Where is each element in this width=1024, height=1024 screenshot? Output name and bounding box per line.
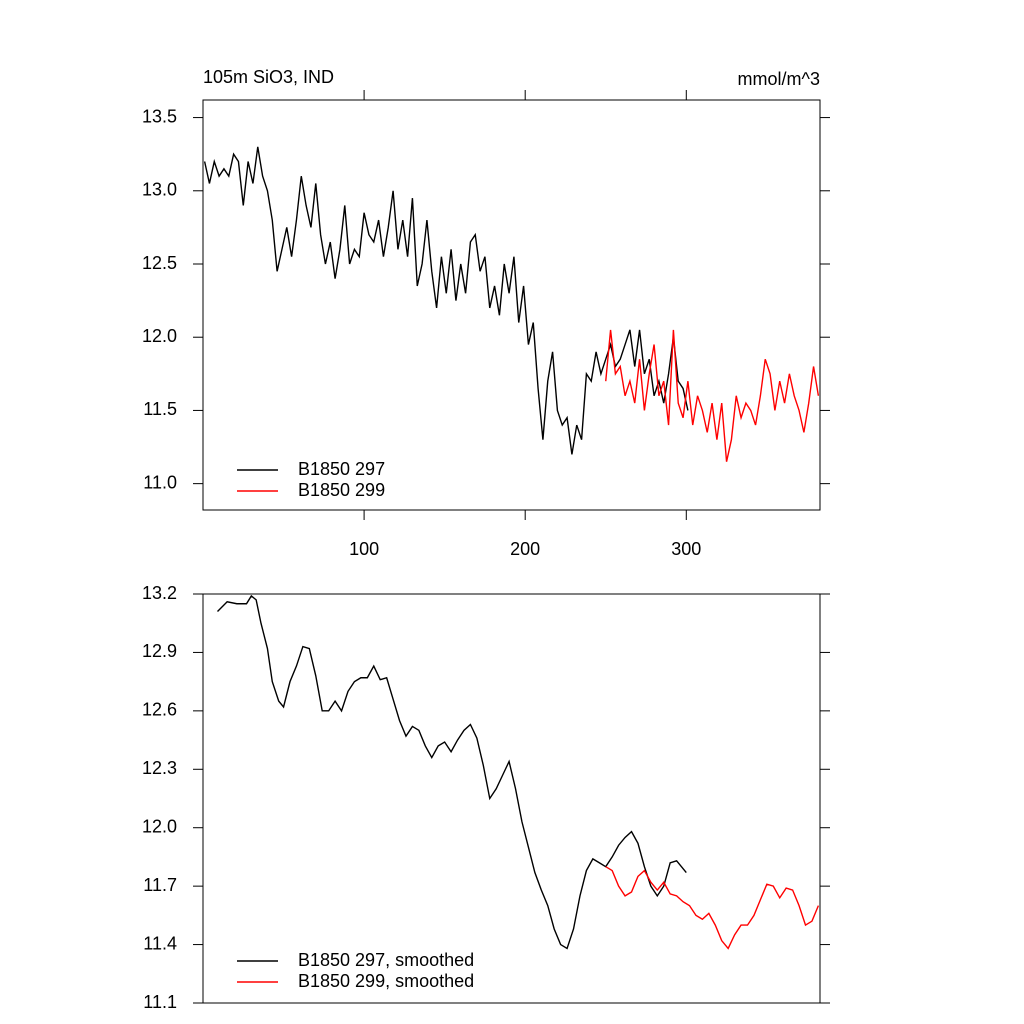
- y-tick-label: 13.2: [142, 583, 177, 603]
- y-tick-label: 12.3: [142, 758, 177, 778]
- y-tick-label: 12.6: [142, 700, 177, 720]
- unit-label: mmol/m^3: [738, 69, 820, 89]
- x-tick-label: 200: [510, 539, 540, 559]
- y-tick-label: 12.0: [142, 326, 177, 346]
- y-tick-label: 11.7: [143, 875, 177, 895]
- x-tick-label: 300: [671, 539, 701, 559]
- plot-frame: [202, 99, 821, 511]
- plot-frame: [202, 593, 821, 1004]
- y-tick-label: 11.4: [143, 933, 177, 953]
- legend-label: B1850 299: [298, 480, 385, 500]
- x-tick-label: 100: [349, 539, 379, 559]
- y-tick-label: 12.0: [142, 816, 177, 836]
- data-line: [605, 866, 820, 950]
- legend-label: B1850 297: [298, 459, 385, 479]
- data-line: [605, 329, 820, 462]
- y-tick-label: 11.1: [143, 992, 177, 1012]
- data-line: [203, 146, 689, 455]
- y-tick-label: 13.5: [142, 106, 177, 126]
- legend-label: B1850 297, smoothed: [298, 950, 474, 970]
- y-tick-label: 13.0: [142, 180, 177, 200]
- y-tick-label: 11.0: [143, 472, 177, 492]
- legend-label: B1850 299, smoothed: [298, 971, 474, 991]
- y-tick-label: 11.5: [143, 399, 177, 419]
- data-line: [217, 594, 687, 950]
- y-tick-label: 12.9: [142, 641, 177, 661]
- y-tick-label: 12.5: [142, 253, 177, 273]
- chart-title: 105m SiO3, IND: [203, 67, 334, 87]
